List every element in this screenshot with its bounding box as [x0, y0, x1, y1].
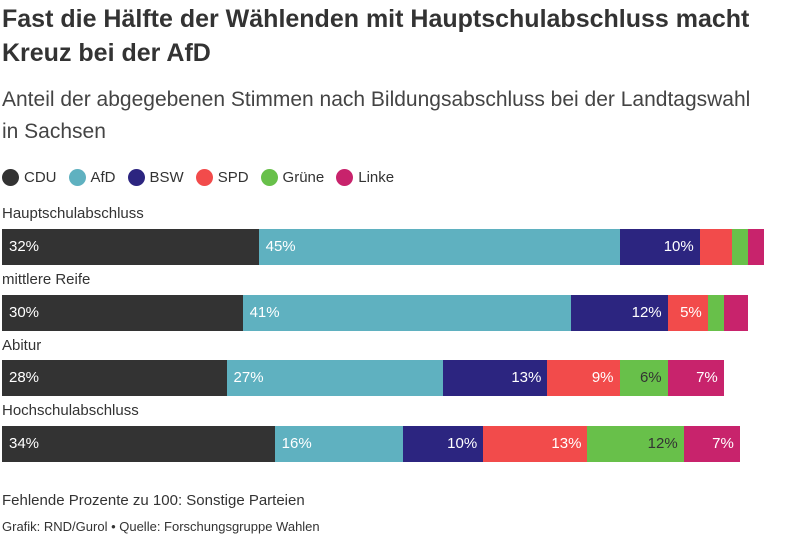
bar-segment: 13%	[483, 426, 588, 462]
bar-segment: 10%	[403, 426, 484, 462]
bar-segment: 13%	[443, 360, 548, 396]
bar-segment: 32%	[2, 229, 259, 265]
category-label: Hochschulabschluss	[2, 402, 139, 419]
data-label: 41%	[249, 304, 280, 321]
bar-segment: 12%	[571, 295, 668, 331]
data-label: 27%	[233, 369, 264, 386]
data-label: 9%	[591, 369, 614, 386]
bar-segment: 12%	[587, 426, 684, 462]
category-label: Hauptschulabschluss	[2, 205, 144, 222]
data-label: 5%	[680, 304, 702, 321]
data-label: 34%	[9, 435, 40, 452]
legend-swatch	[336, 168, 354, 186]
legend-label: Grüne	[282, 168, 325, 186]
legend-label: BSW	[149, 168, 184, 186]
bar-segment: 34%	[2, 426, 275, 462]
bar-segment: 41%	[242, 295, 572, 331]
bar-segment	[747, 229, 764, 265]
legend-item: SPD	[195, 168, 249, 186]
legend-item: CDU	[2, 168, 57, 186]
bar-segment: 6%	[619, 360, 668, 396]
data-label: 12%	[631, 304, 662, 321]
legend-swatch	[68, 168, 86, 186]
bar-segment: 7%	[667, 360, 724, 396]
data-label: 13%	[551, 435, 582, 452]
bar-segment: 5%	[667, 295, 708, 331]
footnote: Fehlende Prozente zu 100: Sonstige Parte…	[2, 492, 305, 509]
data-label: 12%	[647, 435, 678, 452]
data-label: 16%	[281, 435, 312, 452]
bar-segment	[699, 229, 732, 265]
legend-item: Grüne	[260, 168, 325, 186]
data-label: 7%	[696, 369, 718, 386]
bar-segment	[723, 295, 748, 331]
legend-label: Linke	[358, 168, 395, 186]
legend-item: AfD	[68, 168, 116, 186]
bar-segment: 28%	[2, 360, 227, 396]
data-label: 32%	[9, 238, 40, 255]
bar-segment: 45%	[258, 229, 620, 265]
legend-label: AfD	[90, 168, 116, 186]
source-credit: Grafik: RND/Gurol • Quelle: Forschungsgr…	[2, 519, 320, 534]
legend-swatch	[2, 168, 19, 186]
bar-segment: 16%	[274, 426, 403, 462]
data-label: 6%	[639, 369, 662, 386]
data-label: 10%	[663, 238, 694, 255]
bar-segment: 7%	[683, 426, 740, 462]
legend-swatch	[195, 168, 213, 186]
legend-label: SPD	[217, 168, 249, 186]
data-label: 30%	[9, 304, 40, 321]
bar-segment	[707, 295, 724, 331]
legend-item: Linke	[336, 168, 395, 186]
chart-title: Fast die Hälfte der Wählenden mit Haupts…	[2, 5, 750, 67]
chart-subtitle: Anteil der abgegebenen Stimmen nach Bild…	[2, 88, 751, 143]
legend-swatch	[260, 168, 278, 186]
data-label: 28%	[9, 369, 40, 386]
legend: CDU AfD BSW SPD Grüne Linke	[2, 166, 406, 188]
data-label: 7%	[712, 435, 734, 452]
bar-segment: 10%	[619, 229, 700, 265]
data-label: 45%	[265, 238, 296, 255]
bar-segment: 9%	[547, 360, 620, 396]
legend-label: CDU	[24, 168, 57, 186]
data-label: 10%	[447, 435, 478, 452]
data-label: 13%	[511, 369, 542, 386]
category-label: Abitur	[2, 337, 42, 354]
bar-segment: 27%	[226, 360, 444, 396]
bar-segment: 30%	[2, 295, 243, 331]
bar-segment	[731, 229, 748, 265]
category-label: mittlere Reife	[2, 271, 91, 288]
legend-item: BSW	[127, 168, 184, 186]
legend-swatch	[127, 168, 145, 186]
